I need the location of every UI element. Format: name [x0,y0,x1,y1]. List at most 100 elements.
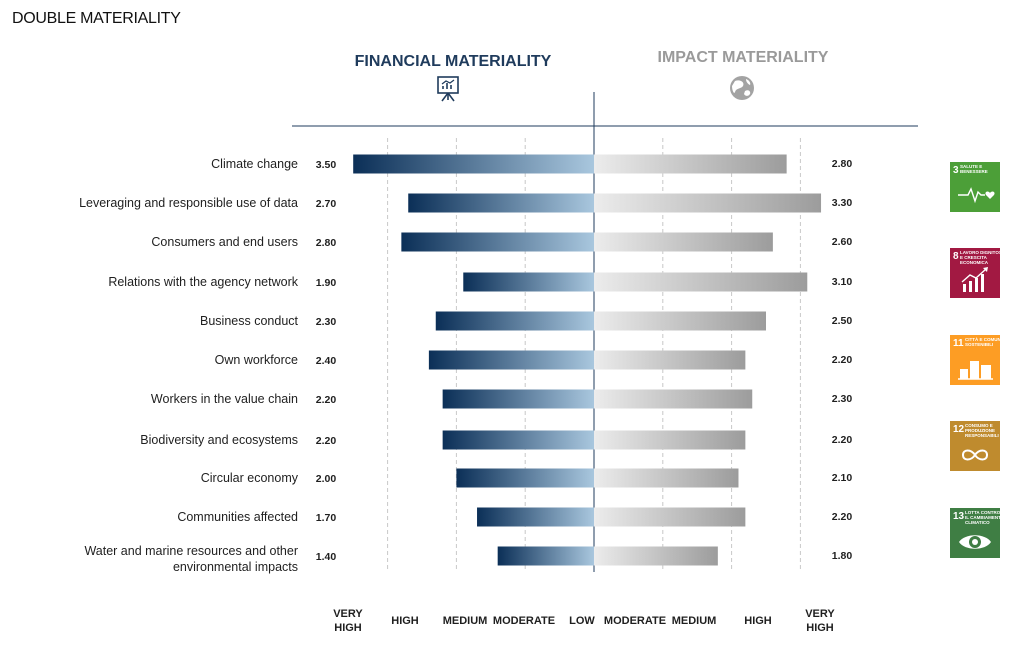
category-label: Communities affected [177,510,298,524]
scale-label-line: VERY [805,608,835,620]
category-labels: Climate change 3.50 2.80 Leveraging and res… [79,157,852,574]
impact-value-label: 2.80 [832,158,853,170]
scale-label-line: MEDIUM [443,615,488,627]
presentation-chart-icon [437,76,459,102]
impact-bar [594,507,746,527]
scale-label: MEDIUM [443,615,488,627]
sdg-title-line: SOSTENIBILI [965,342,993,347]
scale-label-line: MODERATE [604,615,666,627]
category-label-line: Own workforce [215,353,298,367]
city-icon [958,361,993,380]
sdg-title-line: SALUTE E [960,164,982,169]
impact-value-label: 3.30 [832,197,853,209]
sdg-badge-13: 13 LOTTA CONTRO IL CAMBIAMENTO CLIMATICO [950,508,1005,558]
impact-value-label: 2.10 [832,472,853,484]
impact-value-label: 2.20 [832,511,853,523]
financial-value-label: 2.70 [316,198,337,210]
bars [353,154,822,566]
sdg-badge-background [950,162,1000,212]
category-label-line: environmental impacts [173,560,298,574]
impact-value-label: 2.20 [832,354,853,366]
category-label: Business conduct [200,314,299,328]
financial-value-label: 1.40 [316,551,337,563]
impact-bar [594,468,739,488]
sdg-number: 13 [953,511,965,522]
sdg-badge-8: 8 LAVORO DIGNITOSO E CRESCITA ECONOMICA [950,248,1006,298]
financial-bar [428,350,594,370]
impact-bar [594,350,746,370]
category-label-line: Biodiversity and ecosystems [140,433,298,447]
scale-label: MEDIUM [672,615,717,627]
impact-bar [594,232,773,252]
category-label: Consumers and end users [151,235,298,249]
category-label: Own workforce [215,353,298,367]
category-label-line: Leveraging and responsible use of data [79,196,298,210]
financial-value-label: 2.80 [316,237,337,249]
category-label-line: Relations with the agency network [108,275,298,289]
sdg-title-line: E CRESCITA [960,255,988,260]
sdg-badge-12: 12 CONSUMO E PRODUZIONE RESPONSABILI [950,421,1000,471]
financial-bar [477,507,594,527]
sdg-title: LOTTA CONTRO IL CAMBIAMENTO CLIMATICO [965,510,1005,525]
sdg-badge-11: 11 CITTÀ E COMUNITÀ SOSTENIBILI [950,335,1009,385]
sdg-title-line: LAVORO DIGNITOSO [960,250,1006,255]
financial-bar [353,154,594,174]
financial-value-label: 2.00 [316,473,337,485]
category-label: Leveraging and responsible use of data [79,196,298,210]
financial-bar [463,272,594,292]
financial-bar [435,311,594,331]
financial-value-label: 3.50 [316,159,337,171]
sdg-title-line: BENESSERE [960,169,988,174]
sdg-title: CITTÀ E COMUNITÀ SOSTENIBILI [965,336,1009,347]
financial-bar [401,232,594,252]
scale-label-line: MODERATE [493,615,555,627]
category-label-line: Water and marine resources and other [84,544,298,558]
scale-label-line: HIGH [391,615,419,627]
scale-label-line: HIGH [334,622,362,634]
scale-label: MODERATE [604,615,666,627]
category-label-line: Consumers and end users [151,235,298,249]
impact-value-label: 3.10 [832,276,853,288]
scale-label: HIGH [391,615,419,627]
sdg-number: 11 [953,338,964,349]
category-label-line: Communities affected [177,510,298,524]
category-label: Climate change [211,157,298,171]
impact-materiality-header: IMPACT MATERIALITY [658,49,829,66]
impact-bar [594,389,753,409]
scale-label-line: LOW [569,615,595,627]
financial-bar [442,430,594,450]
infinity-icon [961,449,989,461]
sdg-number: 3 [953,165,959,176]
financial-bar [442,389,594,409]
sdg-badges: 3 SALUTE E BENESSERE 8 LAVORO DIGNITOSO E CRE… [950,162,1009,558]
category-label-line: Circular economy [201,471,299,485]
sdg-badge-background [950,508,1000,558]
impact-bar [594,430,746,450]
scale-label-line: HIGH [806,622,834,634]
scale-label: MODERATE [493,615,555,627]
category-label: Circular economy [201,471,299,485]
sdg-number: 8 [953,251,959,262]
impact-bar [594,311,766,331]
scale-label: VERY HIGH [333,608,363,634]
category-label: Water and marine resources and other envi… [84,544,298,574]
impact-value-label: 2.20 [832,434,853,446]
scale-label-line: VERY [333,608,363,620]
financial-bar [408,193,594,213]
sdg-number: 12 [953,424,965,435]
impact-value-label: 2.60 [832,236,853,248]
scale-label: HIGH [744,615,772,627]
sdg-title: SALUTE E BENESSERE [960,164,988,174]
sdg-title: CONSUMO E PRODUZIONE RESPONSABILI [965,423,999,438]
page-title: DOUBLE MATERIALITY [12,10,181,27]
scale-labels: VERY HIGH HIGH MEDIUM MODERATE LOW MODERATE MED… [333,608,835,634]
heartbeat-icon [958,187,995,204]
impact-bar [594,193,822,213]
impact-bar [594,272,808,292]
category-label: Biodiversity and ecosystems [140,433,298,447]
category-label: Relations with the agency network [108,275,298,289]
impact-value-label: 1.80 [832,550,853,562]
impact-bar [594,546,718,566]
sdg-title-line: CONSUMO E [965,423,993,428]
